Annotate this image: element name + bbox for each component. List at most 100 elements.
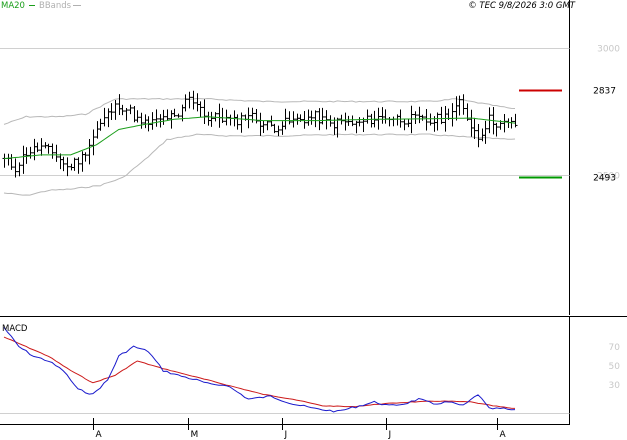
ohlc-bar [65, 157, 70, 177]
ohlc-bar [317, 108, 322, 131]
ohlc-bar [6, 153, 11, 166]
bb-lower-line [3, 133, 516, 196]
price-y-tick-label: 3000 [597, 45, 620, 55]
ohlc-bar [413, 111, 418, 125]
ohlc-bar [239, 112, 244, 133]
ohlc-bar [228, 114, 233, 126]
ohlc-bar [17, 162, 22, 177]
ohlc-bar [209, 111, 214, 127]
ohlc-bar [265, 120, 270, 131]
ohlc-bar [276, 125, 281, 137]
ohlc-bar [158, 114, 163, 128]
ohlc-bar [117, 94, 122, 116]
ohlc-bar [165, 109, 170, 121]
ohlc-bar [13, 158, 18, 178]
macd-y-tick-label: 50 [609, 362, 621, 372]
ohlc-bar [109, 103, 114, 121]
ohlc-bar [291, 111, 296, 128]
ohlc-bar [120, 104, 125, 116]
ohlc-bar [246, 107, 251, 129]
ma20-path [3, 116, 516, 160]
ohlc-bar [135, 110, 140, 123]
ohlc-bar [428, 113, 433, 126]
ohlc-bar [28, 146, 33, 159]
ohlc-bar [220, 107, 225, 124]
ohlc-bar [128, 104, 133, 115]
ohlc-bar [39, 138, 44, 156]
macd-series-line [3, 327, 516, 413]
ohlc-bar [217, 103, 222, 128]
price-gridlines [0, 48, 570, 176]
ohlc-bar [506, 118, 511, 129]
ohlc-bar [391, 116, 396, 127]
ohlc-bar [176, 113, 181, 118]
bollinger-bands [3, 97, 516, 196]
ohlc-bar [46, 143, 51, 154]
ohlc-bar [206, 111, 211, 126]
ohlc-bar [387, 117, 392, 127]
ohlc-bar [295, 113, 300, 125]
x-tick-label: J [388, 430, 392, 440]
ohlc-bar [213, 112, 218, 122]
ohlc-bar [202, 99, 207, 125]
macd-series-line [3, 336, 516, 409]
copyright-text: © TEC 9/8/2026 3:0 GMT [468, 1, 576, 11]
level-label: 2837 [593, 87, 616, 97]
ohlc-bar [76, 157, 81, 174]
ohlc-bar [235, 114, 240, 130]
ohlc-bar [454, 96, 459, 121]
x-tick-label: A [96, 430, 103, 440]
ohlc-bar [494, 122, 499, 137]
ohlc-bar [335, 117, 340, 138]
macd-panel: 70 50 30 [0, 317, 620, 425]
ohlc-bar [324, 110, 329, 130]
x-tick-label: A [500, 430, 507, 440]
ohlc-bar [417, 106, 422, 124]
ohlc-bar [102, 107, 107, 127]
ohlc-bar [313, 110, 318, 128]
ohlc-bar [32, 138, 37, 161]
ohlc-bar [283, 108, 288, 130]
ohlc-bar [24, 147, 29, 164]
price-panel: 3000 2500 2837 2493 [0, 0, 627, 317]
ohlc-bar [513, 113, 518, 128]
ohlc-bar [161, 109, 166, 125]
ohlc-bar [183, 94, 188, 112]
ohlc-bar [472, 117, 477, 140]
ohlc-bar [2, 153, 7, 168]
ohlc-bar [376, 107, 381, 130]
ohlc-bar [254, 109, 259, 124]
ohlc-bar [61, 156, 66, 172]
x-tick-label: M [191, 430, 199, 440]
ohlc-bar [357, 117, 362, 127]
ohlc-bar [483, 120, 488, 144]
legend: MA20 BBands [1, 1, 81, 11]
ohlc-bar [113, 99, 118, 120]
ohlc-bar [350, 115, 355, 127]
ohlc-bar [83, 152, 88, 162]
ohlc-bar [58, 153, 63, 170]
price-levels: 2837 2493 [519, 87, 616, 184]
ohlc-bar [72, 157, 77, 171]
ohlc-bar [172, 108, 177, 118]
ohlc-bar [272, 123, 277, 134]
ohlc-bar [154, 109, 159, 127]
ohlc-bar [87, 138, 92, 165]
ohlc-bar [476, 124, 481, 148]
ohlc-bar [461, 94, 466, 115]
ohlc-bar [198, 101, 203, 118]
ohlc-bar [139, 112, 144, 129]
macd-y-tick-label: 30 [609, 381, 621, 391]
ohlc-bar [402, 119, 407, 131]
ohlc-bar [502, 113, 507, 133]
macd-lines [3, 327, 516, 413]
ohlc-bar [224, 109, 229, 126]
macd-title: MACD [2, 324, 28, 334]
ohlc-bar [309, 110, 314, 125]
ohlc-bar [9, 154, 14, 170]
ohlc-bar [98, 118, 103, 131]
ohlc-bar [369, 113, 374, 128]
macd-y-ticks: 70 50 30 [609, 343, 621, 391]
